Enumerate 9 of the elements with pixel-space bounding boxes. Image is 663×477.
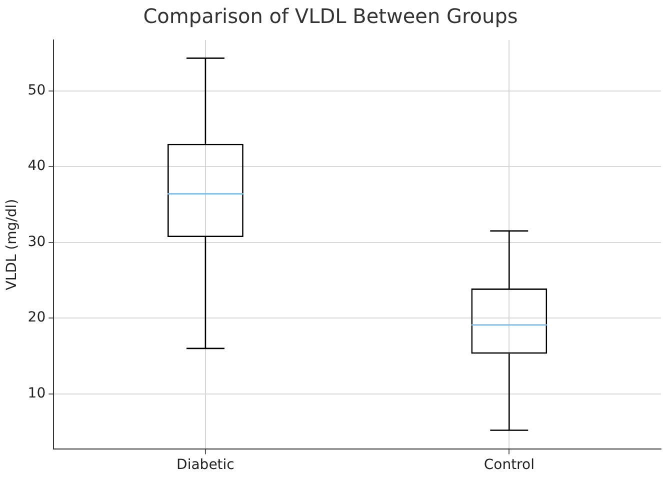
y-tick-label: 10 xyxy=(28,386,46,402)
y-tick-label: 40 xyxy=(28,158,46,174)
y-tick-label: 50 xyxy=(28,82,46,98)
chart-title: Comparison of VLDL Between Groups xyxy=(143,4,518,28)
y-axis-title: VLDL (mg/dl) xyxy=(4,198,20,290)
y-tick-label: 20 xyxy=(28,310,46,326)
x-tick-label: Diabetic xyxy=(176,457,234,474)
y-tick-label: 30 xyxy=(28,234,46,250)
x-tick-label: Control xyxy=(484,457,534,474)
